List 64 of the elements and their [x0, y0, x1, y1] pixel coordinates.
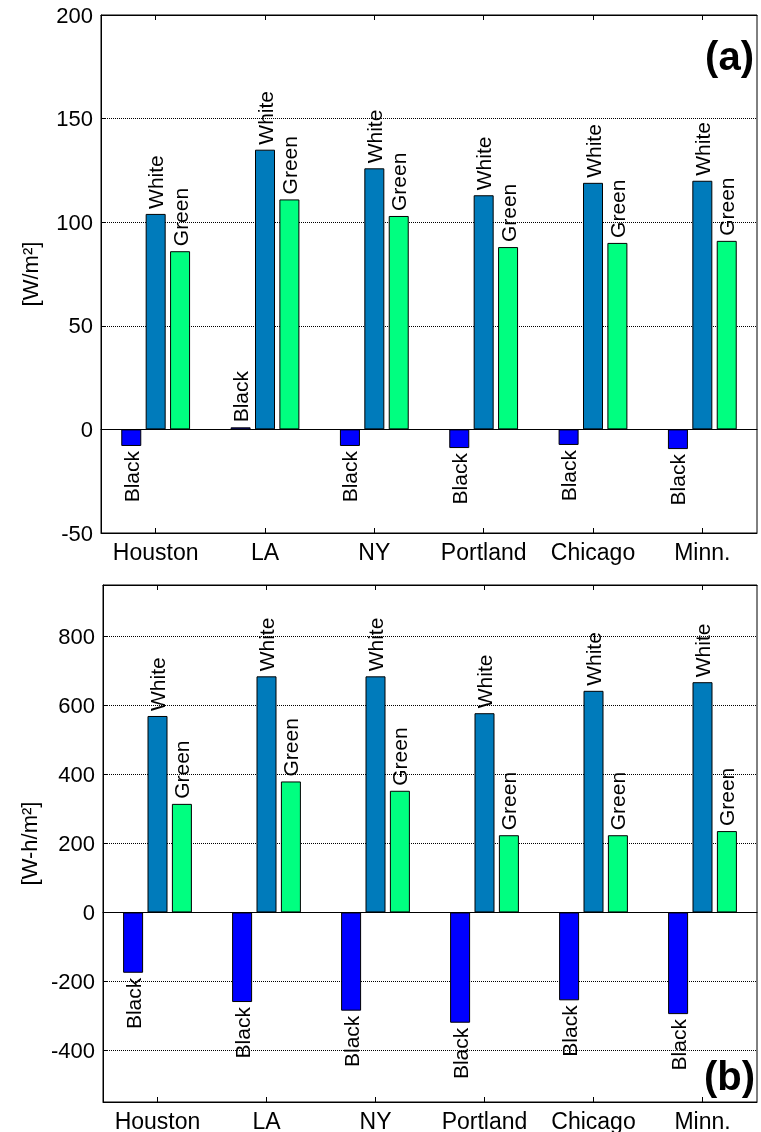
text: White [146, 657, 169, 711]
y-tick-label: -200 [50, 968, 95, 994]
text: Green [170, 740, 194, 799]
y-tick-label: 0 [80, 416, 93, 442]
y-axis-title: [W-h/m²] [16, 801, 42, 886]
x-tick-label: Portland [440, 538, 527, 565]
text: Black [557, 449, 581, 502]
text: White [690, 122, 714, 176]
text: Black [229, 370, 253, 423]
text: Green [496, 183, 520, 243]
text: White [362, 109, 386, 164]
text: Black [338, 450, 362, 503]
text: White [255, 617, 278, 672]
y-tick-label: 50 [68, 313, 93, 339]
text: Black [121, 977, 145, 1030]
y-tick-label: -50 [61, 520, 93, 546]
text: White [364, 617, 387, 672]
text: Green [277, 136, 301, 195]
y-axis-title: [W/m²] [17, 241, 43, 307]
x-tick-label: Chicago [550, 538, 636, 565]
text: White [581, 124, 605, 178]
x-tick-label: NY [358, 538, 391, 565]
y-tick-label: 200 [56, 2, 93, 28]
text: Green [497, 771, 521, 831]
x-tick-label: Portland [441, 1107, 528, 1132]
text: White [144, 155, 168, 209]
text: Black [448, 1027, 472, 1080]
text: White [691, 623, 714, 678]
annotation: (b) [703, 1054, 755, 1098]
y-tick-label: 600 [58, 693, 95, 719]
text: Green [168, 187, 192, 247]
text: Black [119, 450, 143, 503]
text: Black [339, 1015, 363, 1068]
text: Black [666, 454, 690, 506]
x-tick-label: LA [252, 1107, 282, 1132]
x-tick-label: Minn. [674, 1107, 731, 1132]
y-tick-label: -400 [50, 1037, 95, 1063]
text: Black [557, 1005, 581, 1057]
text: Green [388, 727, 412, 786]
text: Green [715, 177, 739, 236]
text: Green [606, 771, 630, 831]
text: Green [715, 767, 739, 827]
x-tick-label: Minn. [674, 538, 731, 565]
x-tick-label: Houston [114, 1107, 201, 1132]
x-tick-label: NY [359, 1107, 392, 1132]
y-tick-label: 200 [58, 831, 95, 856]
text: White [582, 632, 605, 686]
text: Black [447, 453, 471, 505]
text: Green [387, 152, 411, 211]
y-tick-label: 400 [58, 762, 95, 788]
y-tick-label: 100 [56, 209, 93, 235]
text: White [253, 90, 277, 145]
text: Green [605, 179, 629, 238]
text: Black [230, 1007, 254, 1059]
x-tick-label: LA [250, 538, 280, 565]
annotation: (a) [705, 34, 754, 78]
y-tick-label: 800 [58, 624, 95, 650]
y-tick-label: 150 [56, 106, 93, 132]
text: White [473, 654, 496, 709]
text: Black [666, 1019, 690, 1071]
y-tick-label: 0 [82, 899, 95, 925]
text: White [472, 136, 496, 191]
text: Green [279, 718, 303, 777]
x-tick-label: Houston [112, 538, 199, 565]
